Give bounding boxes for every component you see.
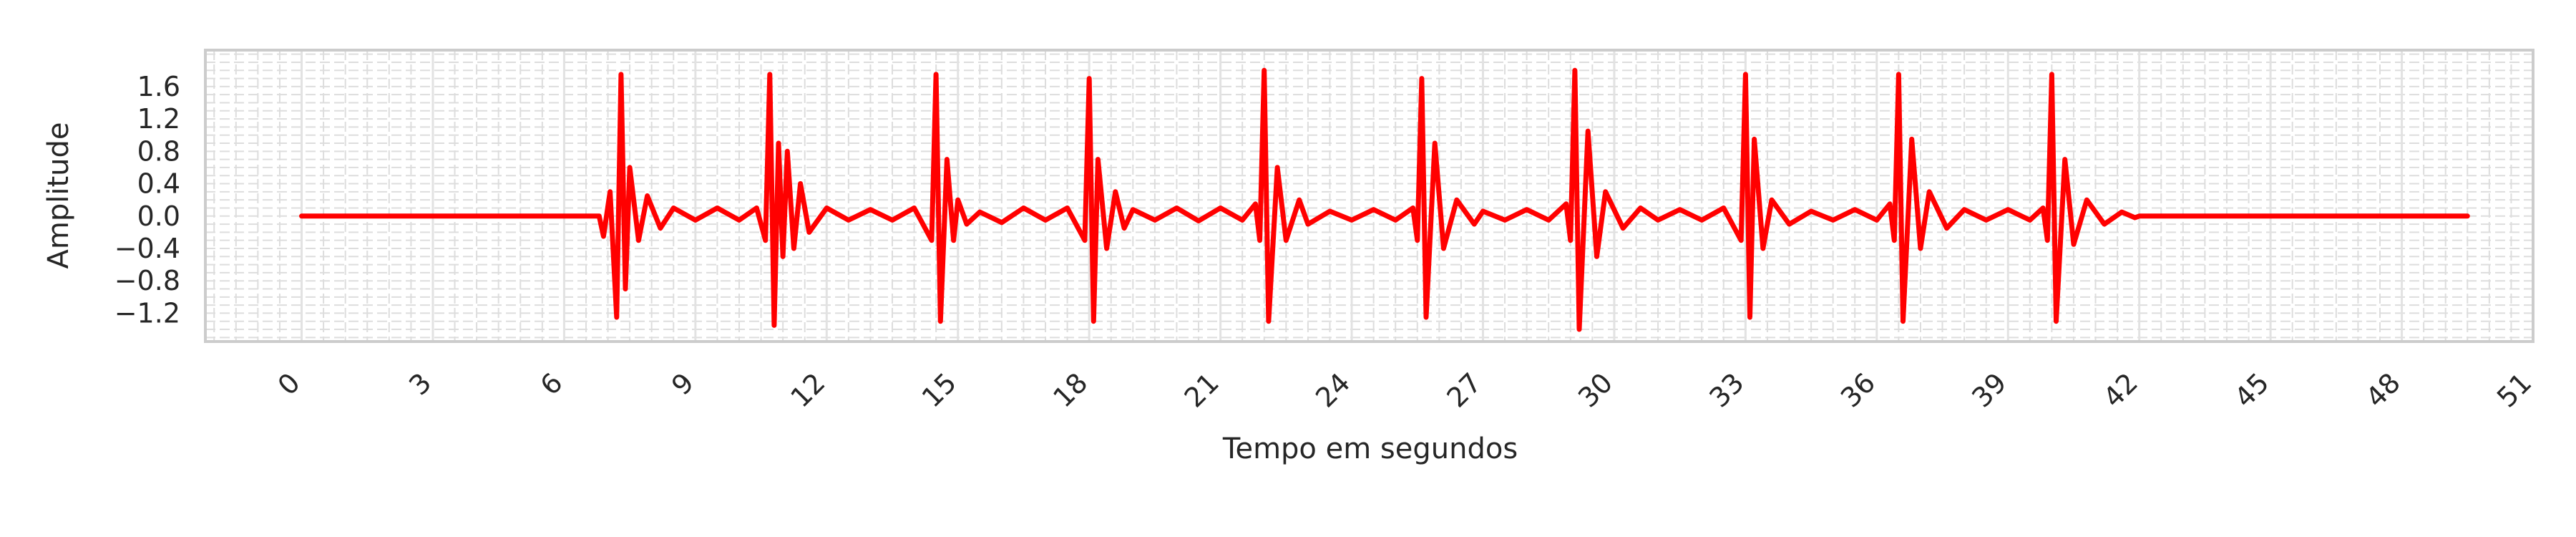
plot-frame (204, 49, 2534, 343)
y-tick-label: −0.8 (114, 265, 180, 296)
y-tick-label: −1.2 (114, 297, 180, 329)
y-axis-title: Amplitude (42, 122, 75, 269)
x-axis-title: Tempo em segundos (1222, 432, 1518, 465)
y-tick-label: −0.4 (114, 233, 180, 264)
y-tick-label: 0.0 (137, 200, 180, 232)
y-tick-label: 0.4 (137, 168, 180, 200)
y-axis-ticks: −1.2−0.8−0.40.00.40.81.21.6 (114, 71, 180, 329)
y-tick-label: 1.2 (137, 103, 180, 135)
waveform-line (299, 67, 2470, 332)
grid (205, 50, 2534, 342)
y-tick-label: 0.8 (137, 135, 180, 167)
y-tick-label: 1.6 (137, 71, 180, 102)
series-layer (299, 67, 2470, 332)
